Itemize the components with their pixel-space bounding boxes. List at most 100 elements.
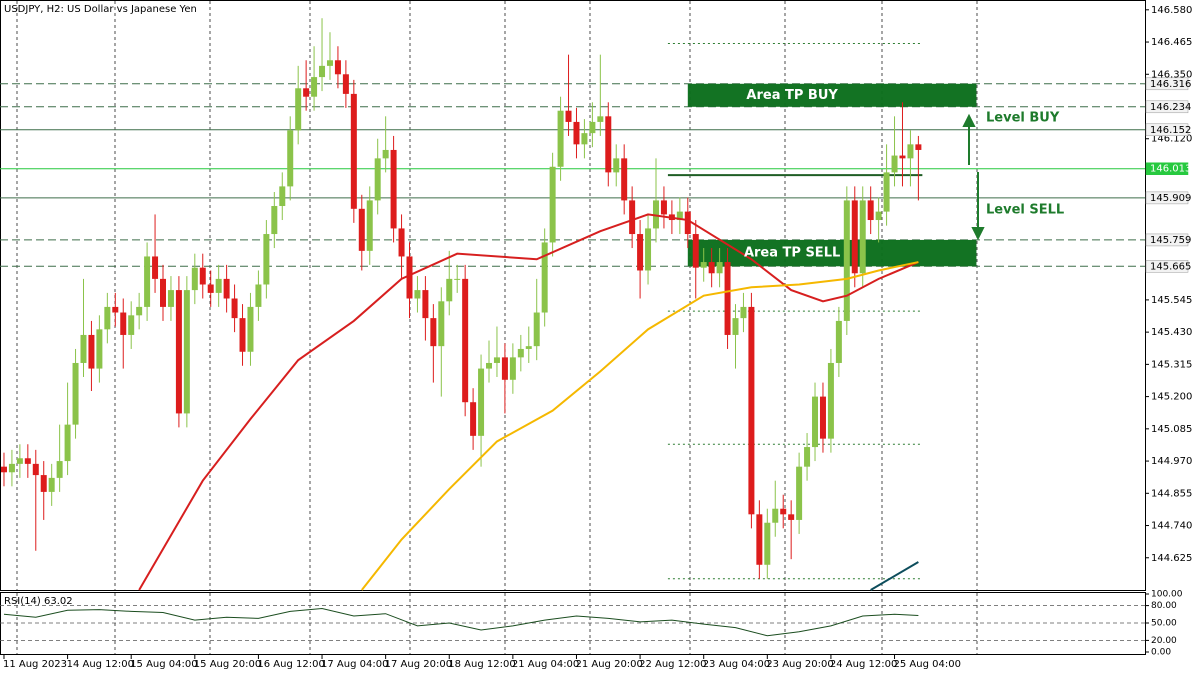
candle-body bbox=[637, 234, 644, 271]
area-label: Area TP SELL bbox=[744, 246, 840, 261]
candle-body bbox=[136, 306, 143, 316]
level-label-box bbox=[1145, 123, 1189, 137]
candle-body bbox=[326, 60, 333, 66]
candle-body bbox=[859, 200, 866, 274]
chart-title: USDJPY, H2: US Dollar vs Japanese Yen bbox=[4, 4, 197, 15]
candle-body bbox=[517, 348, 524, 358]
candle-body bbox=[144, 256, 151, 307]
y-tick-label: 145.200 bbox=[1151, 392, 1192, 403]
x-tick-label: 15 Aug 20:00 bbox=[194, 659, 261, 670]
annotation: Level SELL bbox=[986, 203, 1064, 218]
y-tick-label: 145.430 bbox=[1151, 327, 1192, 338]
candle-body bbox=[899, 155, 906, 159]
arrows bbox=[962, 113, 985, 241]
x-tick-label: 21 Aug 04:00 bbox=[512, 659, 579, 670]
candle-body bbox=[629, 200, 636, 235]
candle-body bbox=[573, 121, 580, 145]
candle-body bbox=[732, 318, 739, 335]
candle-body bbox=[167, 290, 174, 307]
candle-body bbox=[819, 396, 826, 439]
candle-body bbox=[525, 346, 532, 349]
y-tick-label: 50.00 bbox=[1151, 619, 1177, 629]
y-tick-label: 20.00 bbox=[1151, 636, 1177, 646]
candle-body bbox=[764, 522, 771, 565]
candle-body bbox=[446, 278, 453, 302]
candle-body bbox=[247, 306, 254, 352]
candle-body bbox=[891, 155, 898, 173]
y-tick-label: 144.740 bbox=[1151, 521, 1192, 532]
candle-body bbox=[422, 290, 429, 319]
level-label-box bbox=[1145, 191, 1189, 205]
candle-body bbox=[827, 362, 834, 439]
candle-body bbox=[835, 320, 842, 363]
y-tick-label: 146.350 bbox=[1151, 69, 1192, 80]
y-tick-label: 145.315 bbox=[1151, 359, 1192, 370]
candle-body bbox=[804, 447, 811, 467]
candle-body bbox=[374, 158, 381, 201]
candle-body bbox=[724, 262, 731, 335]
candle-body bbox=[493, 357, 500, 363]
y-tick-label: 0.00 bbox=[1151, 648, 1171, 658]
x-tick-label: 16 Aug 12:00 bbox=[257, 659, 324, 670]
x-tick-label: 14 Aug 12:00 bbox=[67, 659, 134, 670]
candle-body bbox=[748, 306, 755, 515]
level-label: 146.013 bbox=[1150, 164, 1191, 175]
candle-body bbox=[366, 200, 373, 251]
moving-average bbox=[138, 213, 919, 591]
candle-body bbox=[382, 149, 389, 159]
candle-body bbox=[740, 306, 747, 319]
y-tick-label: 146.465 bbox=[1151, 37, 1192, 48]
candle-body bbox=[812, 396, 819, 448]
level-label-box bbox=[1145, 77, 1189, 91]
level-label-box bbox=[1145, 233, 1189, 247]
level-label: 146.316 bbox=[1150, 79, 1191, 90]
candle-body bbox=[915, 144, 922, 150]
candle-body bbox=[549, 166, 556, 243]
area-label: Area TP BUY bbox=[746, 88, 838, 103]
candle-body bbox=[414, 290, 421, 299]
candle-body bbox=[128, 315, 135, 335]
candle-body bbox=[557, 110, 564, 167]
candle-body bbox=[271, 206, 278, 235]
candle-body bbox=[597, 116, 604, 122]
candle-body bbox=[454, 278, 461, 280]
candle-body bbox=[708, 262, 715, 274]
candle-body bbox=[72, 362, 79, 425]
candle-body bbox=[215, 278, 222, 293]
candle-body bbox=[883, 172, 890, 212]
candle-body bbox=[621, 158, 628, 201]
candle-body bbox=[64, 424, 71, 462]
x-tick-label: 18 Aug 12:00 bbox=[448, 659, 515, 670]
y-tick-label: 144.970 bbox=[1151, 456, 1192, 467]
candle-body bbox=[311, 77, 318, 97]
candle-body bbox=[255, 284, 262, 307]
x-tick-label: 11 Aug 2023 bbox=[3, 659, 67, 670]
candle-body bbox=[660, 200, 667, 215]
annotation: Level BUY bbox=[986, 111, 1060, 126]
y-tick-label: 100.00 bbox=[1151, 590, 1183, 600]
candle-body bbox=[716, 262, 723, 274]
candle-body bbox=[851, 200, 858, 274]
x-tick-label: 17 Aug 20:00 bbox=[385, 659, 452, 670]
x-tick-label: 15 Aug 04:00 bbox=[130, 659, 197, 670]
candle-body bbox=[319, 65, 326, 78]
candle-body bbox=[652, 200, 659, 229]
candle-body bbox=[509, 357, 516, 380]
candle-body bbox=[907, 144, 914, 159]
candle-body bbox=[780, 508, 787, 515]
candle-body bbox=[589, 121, 596, 134]
level-label: 146.234 bbox=[1150, 102, 1191, 113]
candle-body bbox=[342, 74, 349, 94]
level-label-box bbox=[1145, 260, 1189, 273]
candle-body bbox=[684, 211, 691, 235]
level-label-box bbox=[1145, 162, 1189, 175]
candle-body bbox=[120, 312, 127, 335]
level-label-box bbox=[1145, 100, 1189, 114]
x-tick-label: 22 Aug 12:00 bbox=[639, 659, 706, 670]
y-tick-label: 145.545 bbox=[1151, 295, 1192, 306]
candle-body bbox=[88, 334, 95, 369]
candle-body bbox=[398, 228, 405, 257]
candle-body bbox=[462, 278, 469, 403]
